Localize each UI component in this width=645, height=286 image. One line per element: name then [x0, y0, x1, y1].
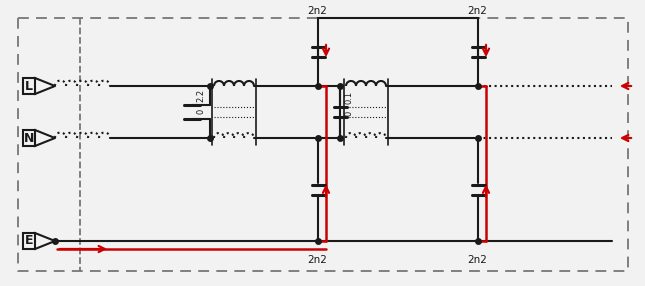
Text: 2n2: 2n2 [307, 255, 327, 265]
Bar [23, 233, 35, 249]
Text: 0: 0 [344, 111, 353, 116]
Bar [23, 78, 35, 94]
Bar [23, 130, 35, 146]
Text: 2n2: 2n2 [467, 6, 487, 16]
Text: 2n2: 2n2 [467, 255, 487, 265]
Text: 2n2: 2n2 [307, 6, 327, 16]
Text: 2.2: 2.2 [196, 89, 205, 102]
Text: L: L [25, 80, 33, 92]
Text: 0: 0 [196, 109, 205, 114]
Text: E: E [25, 235, 34, 247]
Text: N: N [24, 132, 34, 144]
Text: 0.1: 0.1 [344, 91, 353, 104]
